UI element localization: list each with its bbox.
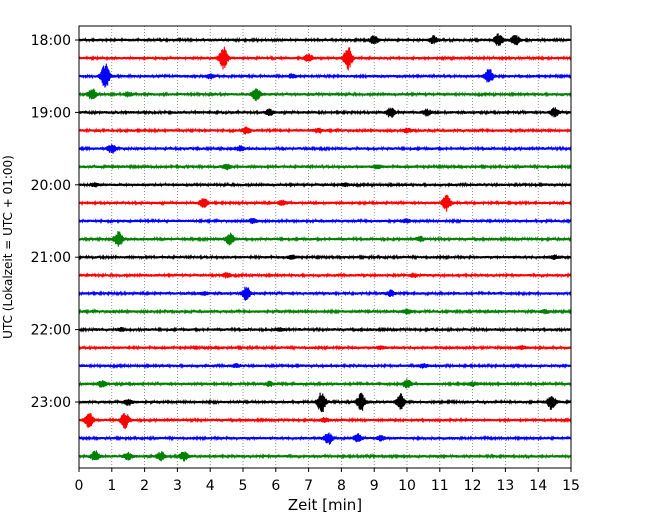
traces	[78, 33, 572, 462]
y-tick-label: 23:00	[31, 395, 71, 411]
x-tick-label: 13	[496, 478, 514, 494]
trace-20:00	[78, 181, 572, 189]
y-tick-label: 20:00	[31, 178, 71, 194]
y-axis-label: UTC (Lokalzeit = UTC + 01:00)	[1, 155, 15, 339]
trace-18:15	[78, 46, 572, 71]
x-tick-label: 3	[173, 478, 182, 494]
trace-22:00	[78, 326, 572, 333]
trace-21:30	[78, 286, 572, 301]
y-tick-label: 22:00	[31, 323, 71, 339]
trace-23:30	[78, 432, 572, 445]
trace-21:45	[78, 308, 572, 315]
trace-22:45	[78, 378, 572, 389]
trace-19:15	[78, 126, 572, 135]
x-ticks: 0 1 2 3 4 5 6 7 8 9 10 11 12 13 14 15	[75, 468, 580, 494]
trace-23:45	[78, 450, 572, 462]
x-axis-label: Zeit [min]	[288, 496, 362, 514]
x-tick-label: 6	[271, 478, 280, 494]
x-tick-label: 4	[206, 478, 215, 494]
x-tick-label: 11	[431, 478, 449, 494]
trace-23:00	[78, 392, 572, 413]
x-tick-label: 0	[75, 478, 84, 494]
x-tick-label: 1	[107, 478, 116, 494]
plot-frame	[78, 25, 572, 469]
y-tick-label: 19:00	[31, 105, 71, 121]
trace-21:15	[78, 272, 572, 279]
trace-20:45	[78, 231, 572, 247]
x-tick-label: 7	[304, 478, 313, 494]
trace-18:30	[78, 63, 572, 88]
trace-19:30	[78, 144, 572, 154]
x-tick-label: 2	[140, 478, 149, 494]
trace-18:00	[78, 33, 572, 46]
trace-20:15	[78, 194, 572, 212]
trace-21:00	[78, 253, 572, 261]
y-tick-label: 18:00	[31, 33, 71, 49]
trace-19:45	[78, 163, 572, 171]
y-tick-label: 21:00	[31, 250, 71, 266]
x-tick-label: 15	[562, 478, 580, 494]
trace-23:15	[78, 412, 572, 429]
trace-18:45	[78, 88, 572, 102]
x-tick-label: 5	[239, 478, 248, 494]
x-tick-label: 8	[337, 478, 346, 494]
x-tick-label: 12	[464, 478, 482, 494]
trace-19:00	[78, 107, 572, 118]
x-tick-label: 9	[370, 478, 379, 494]
trace-20:30	[78, 217, 572, 225]
x-tick-label: 14	[529, 478, 547, 494]
trace-22:15	[78, 344, 572, 351]
trace-22:30	[78, 362, 572, 370]
x-tick-label: 10	[398, 478, 416, 494]
y-ticks: 18:00 19:00 20:00 21:00 22:00 23:00	[31, 33, 79, 411]
